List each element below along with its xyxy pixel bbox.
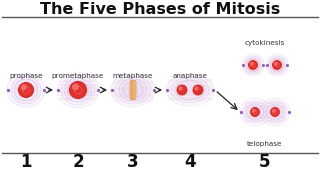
Ellipse shape bbox=[175, 80, 205, 100]
Ellipse shape bbox=[67, 81, 89, 99]
Circle shape bbox=[270, 58, 284, 71]
Circle shape bbox=[177, 85, 187, 95]
FancyBboxPatch shape bbox=[132, 80, 134, 100]
Ellipse shape bbox=[263, 101, 287, 123]
Text: prophase: prophase bbox=[9, 73, 43, 79]
Text: cytokinesis: cytokinesis bbox=[245, 40, 285, 46]
Text: 3: 3 bbox=[127, 153, 139, 171]
Text: metaphase: metaphase bbox=[113, 73, 153, 79]
Text: The Five Phases of Mitosis: The Five Phases of Mitosis bbox=[40, 2, 280, 17]
Circle shape bbox=[274, 62, 278, 66]
Circle shape bbox=[251, 107, 260, 116]
Text: 4: 4 bbox=[184, 153, 196, 171]
Ellipse shape bbox=[57, 72, 99, 108]
Text: 1: 1 bbox=[20, 153, 32, 171]
Circle shape bbox=[270, 107, 279, 116]
Circle shape bbox=[270, 58, 284, 72]
Circle shape bbox=[20, 84, 27, 91]
Circle shape bbox=[193, 85, 203, 95]
Text: telophase: telophase bbox=[247, 141, 283, 147]
Circle shape bbox=[194, 86, 199, 91]
Circle shape bbox=[244, 56, 262, 74]
Circle shape bbox=[273, 60, 282, 69]
FancyBboxPatch shape bbox=[130, 80, 133, 100]
Ellipse shape bbox=[166, 74, 214, 106]
Ellipse shape bbox=[269, 106, 281, 118]
Text: 5: 5 bbox=[259, 153, 271, 171]
Ellipse shape bbox=[266, 104, 284, 120]
Text: anaphase: anaphase bbox=[172, 73, 207, 79]
Circle shape bbox=[242, 54, 264, 76]
Ellipse shape bbox=[260, 98, 290, 126]
FancyBboxPatch shape bbox=[133, 80, 136, 100]
Ellipse shape bbox=[17, 82, 35, 98]
Ellipse shape bbox=[64, 78, 92, 102]
Ellipse shape bbox=[128, 80, 138, 100]
Circle shape bbox=[266, 54, 288, 76]
Ellipse shape bbox=[240, 98, 270, 126]
Ellipse shape bbox=[61, 75, 95, 105]
Circle shape bbox=[19, 82, 34, 98]
Ellipse shape bbox=[192, 84, 204, 96]
Ellipse shape bbox=[171, 77, 209, 103]
Text: prometaphase: prometaphase bbox=[52, 73, 104, 79]
Circle shape bbox=[252, 109, 256, 113]
Ellipse shape bbox=[115, 76, 151, 104]
Ellipse shape bbox=[243, 101, 267, 123]
Circle shape bbox=[246, 58, 260, 71]
Ellipse shape bbox=[7, 73, 45, 107]
Circle shape bbox=[69, 82, 86, 98]
Ellipse shape bbox=[14, 79, 38, 101]
Circle shape bbox=[249, 60, 258, 69]
Circle shape bbox=[178, 86, 183, 91]
Ellipse shape bbox=[246, 104, 264, 120]
Ellipse shape bbox=[119, 79, 147, 101]
Circle shape bbox=[250, 62, 254, 66]
Ellipse shape bbox=[250, 106, 260, 118]
Ellipse shape bbox=[111, 73, 155, 107]
Circle shape bbox=[272, 109, 276, 113]
Ellipse shape bbox=[176, 84, 188, 96]
Text: 2: 2 bbox=[72, 153, 84, 171]
Circle shape bbox=[72, 84, 79, 91]
Ellipse shape bbox=[11, 76, 41, 104]
Circle shape bbox=[268, 56, 286, 74]
Ellipse shape bbox=[68, 82, 88, 98]
Circle shape bbox=[246, 58, 260, 72]
Ellipse shape bbox=[123, 82, 143, 98]
